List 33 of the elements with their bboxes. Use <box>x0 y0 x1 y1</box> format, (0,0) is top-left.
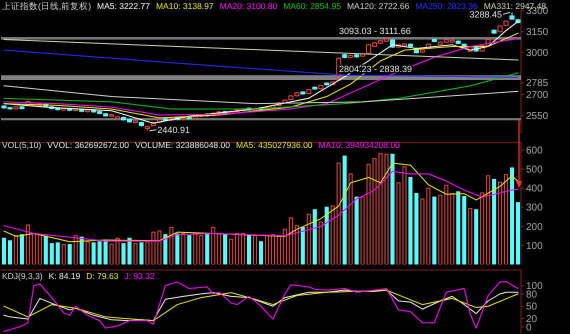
text: K: 84.19 <box>48 271 81 281</box>
text: D: 79.63 <box>86 271 119 281</box>
y-tick-label: 2550 <box>526 111 549 122</box>
chart-title: KDJ(9,3,3) <box>2 271 43 281</box>
annotation: VOLUME: 323886048.00 <box>134 140 230 150</box>
text: MA60: 2854.95 <box>283 1 342 11</box>
y-tick-label: 2785 <box>526 78 549 90</box>
y-tick-label: 600 <box>526 146 544 157</box>
y-tick-label: 400 <box>526 184 544 195</box>
y-tick-label: 3000 <box>526 48 549 60</box>
y-tick-label: 0 <box>526 322 532 334</box>
y-tick-label: 500 <box>526 164 544 176</box>
y-tick-label: 80 <box>526 289 538 300</box>
annotation: 2440.91 <box>157 124 190 135</box>
text: MA5: 435027936.00 <box>236 140 313 150</box>
y-tick-label: 100 <box>526 240 544 252</box>
band-label: 3093.03 - 3111.66 <box>339 26 411 36</box>
annotation: 3288.45 <box>469 9 502 20</box>
text: MA20: 3100.80 <box>220 1 278 11</box>
series-label: J: 93.32 <box>124 271 155 281</box>
annotation: VVOL: 362692672.00 <box>47 140 130 150</box>
y-tick-label: 200 <box>526 222 544 233</box>
text: MA120: 2722.66 <box>346 1 410 11</box>
y-tick-label: 300 <box>526 202 544 214</box>
text: MA250: 2823.36 <box>415 1 478 11</box>
y-tick-label: 3150 <box>526 27 549 38</box>
y-tick-label: 2700 <box>526 90 549 102</box>
text: MA5: 3222.77 <box>97 1 150 11</box>
y-tick-label: 50 <box>526 302 538 313</box>
chart-title: 上证指数(日线,前复权) <box>2 1 92 11</box>
text: MA10: 394934208.00 <box>318 140 400 150</box>
text: MA10: 3138.97 <box>156 1 214 11</box>
chart-title: VOL(5,10) <box>2 140 42 150</box>
